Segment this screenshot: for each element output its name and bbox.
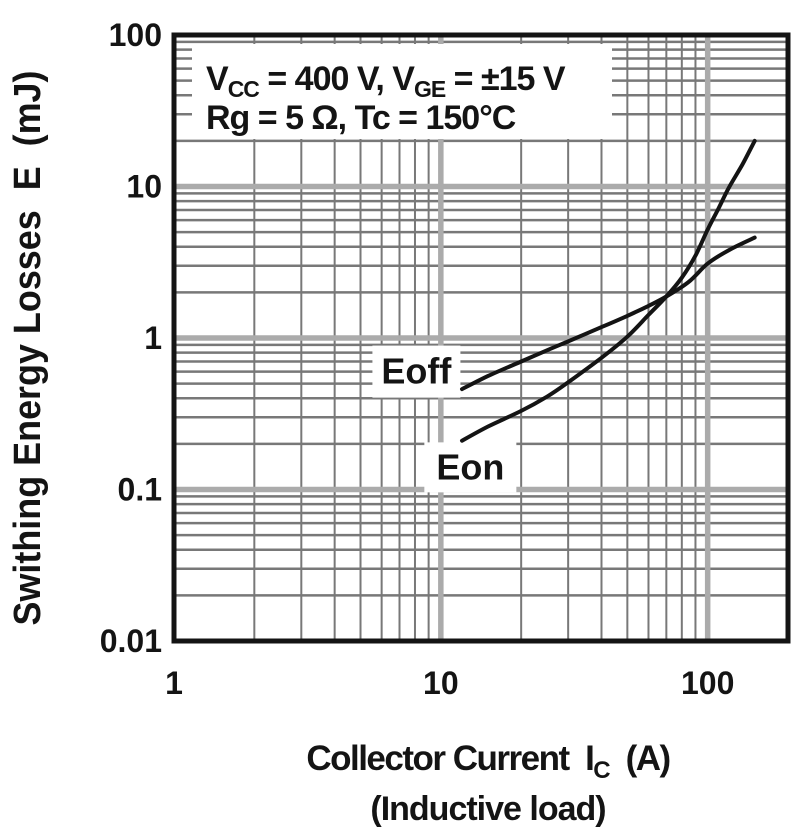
plot-frame	[171, 32, 791, 644]
x-axis-title: Collector Current IC (A)	[306, 739, 669, 784]
x-tick-label: 100	[681, 665, 734, 701]
x-axis-subtitle: (Inductive load)	[370, 790, 605, 828]
test-conditions-box	[192, 44, 612, 139]
x-tick-label: 1	[165, 665, 183, 701]
curve-label-eoff: Eoff	[381, 351, 452, 392]
y-tick-label: 10	[126, 169, 162, 205]
annotation-line-1: VCC = 400 V, VGE = ±15 V	[206, 60, 566, 102]
curve-label-box-eoff	[372, 345, 461, 398]
y-tick-label: 0.1	[118, 472, 162, 508]
eon-curve	[460, 138, 757, 443]
curve-label-box-eon	[424, 442, 517, 493]
y-tick-label: 0.01	[100, 623, 162, 659]
y-tick-label: 100	[109, 17, 162, 53]
x-tick-label: 10	[423, 665, 459, 701]
y-axis-title: Swithing Energy Losses E (mJ)	[7, 71, 49, 626]
y-tick-label: 1	[144, 320, 162, 356]
annotation-line-2: Rg = 5 Ω, Tc = 150°C	[206, 99, 516, 137]
curve-label-eon: Eon	[436, 446, 504, 487]
eoff-curve	[460, 235, 757, 392]
